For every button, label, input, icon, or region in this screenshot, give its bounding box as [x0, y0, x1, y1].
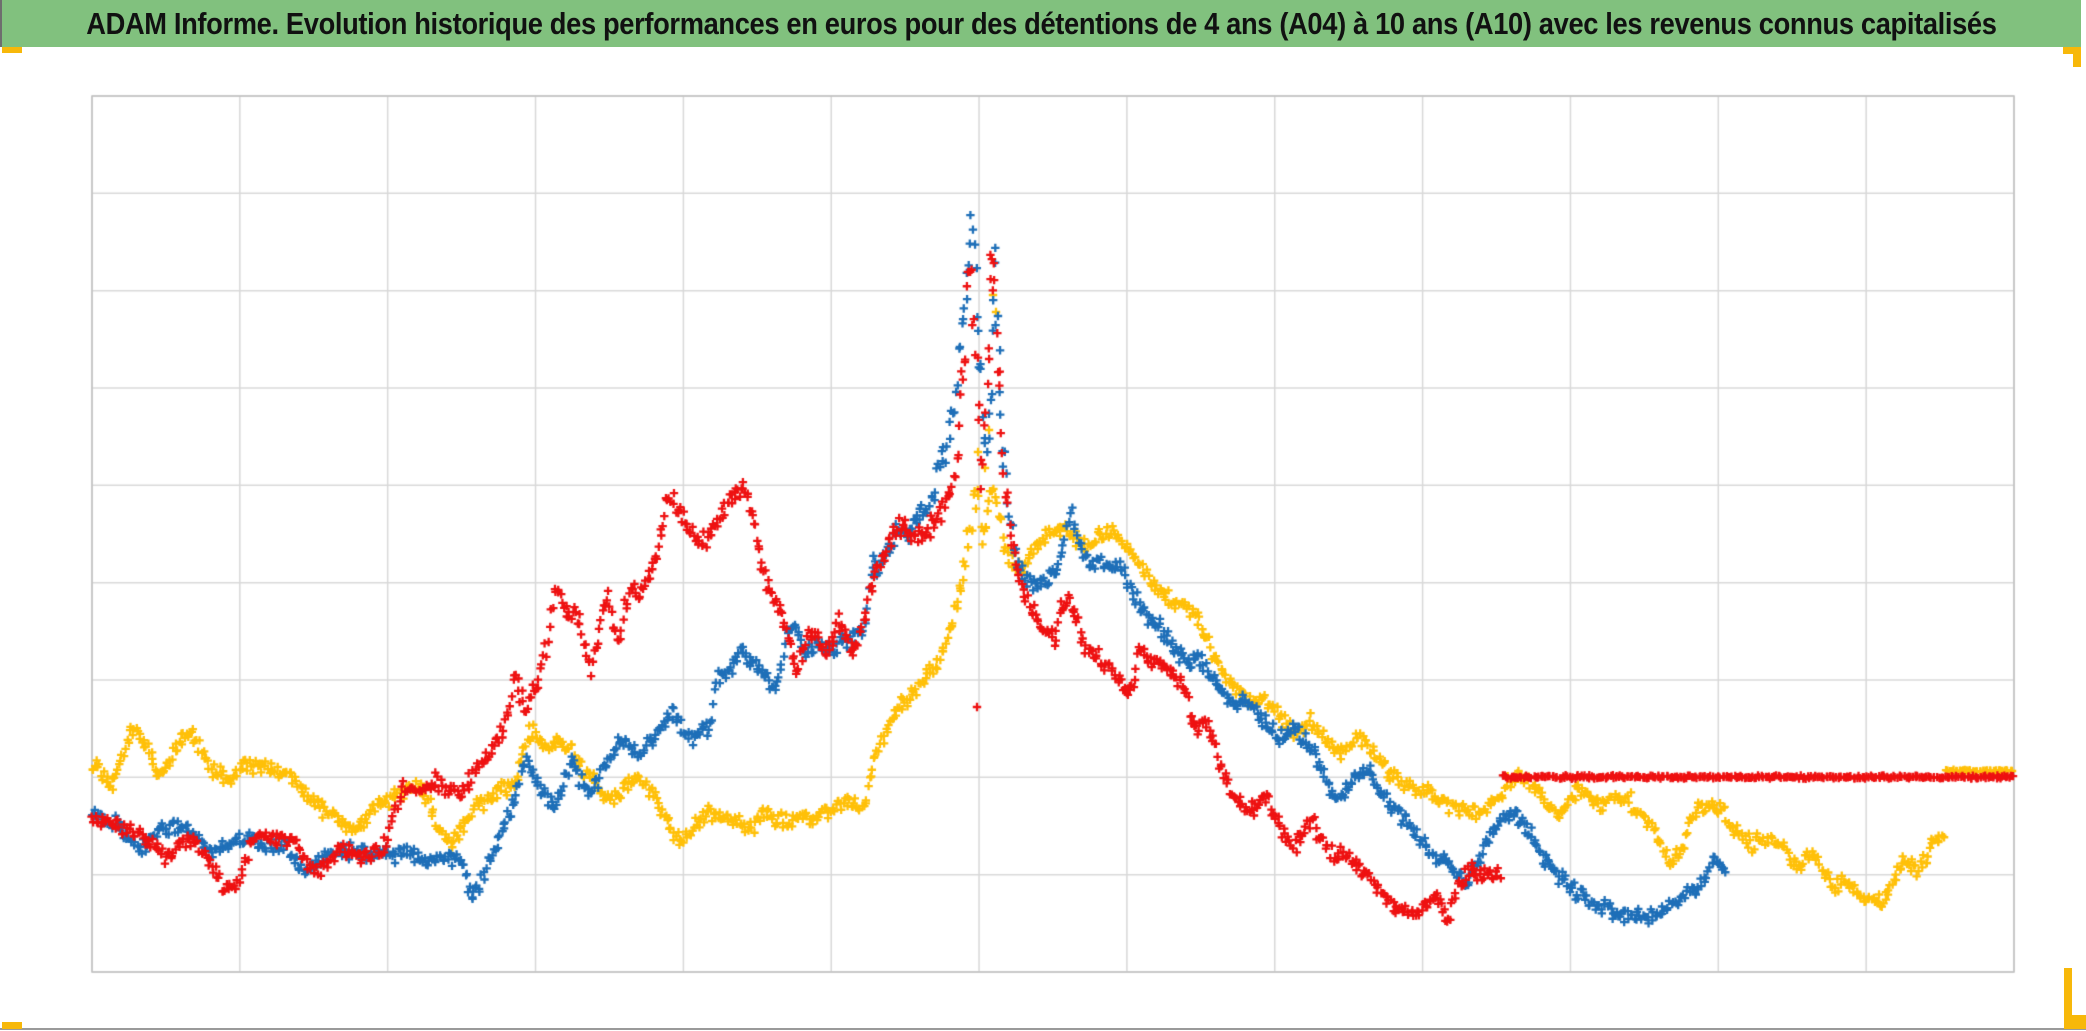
- page-title: ADAM Informe. Evolution historique des p…: [86, 5, 1997, 41]
- bottom-border-line: [0, 1028, 2086, 1030]
- corner-accent-top-left: [2, 47, 22, 53]
- corner-accent-bottom-right-vertical: [2064, 968, 2072, 1029]
- corner-accent-bottom-right-horizontal: [2064, 1015, 2086, 1029]
- title-bar: ADAM Informe. Evolution historique des p…: [0, 0, 2081, 47]
- corner-accent-top-right-horizontal: [2063, 47, 2081, 54]
- corner-accent-bottom-left: [2, 1022, 22, 1029]
- corner-accent-top-right-vertical: [2073, 47, 2081, 67]
